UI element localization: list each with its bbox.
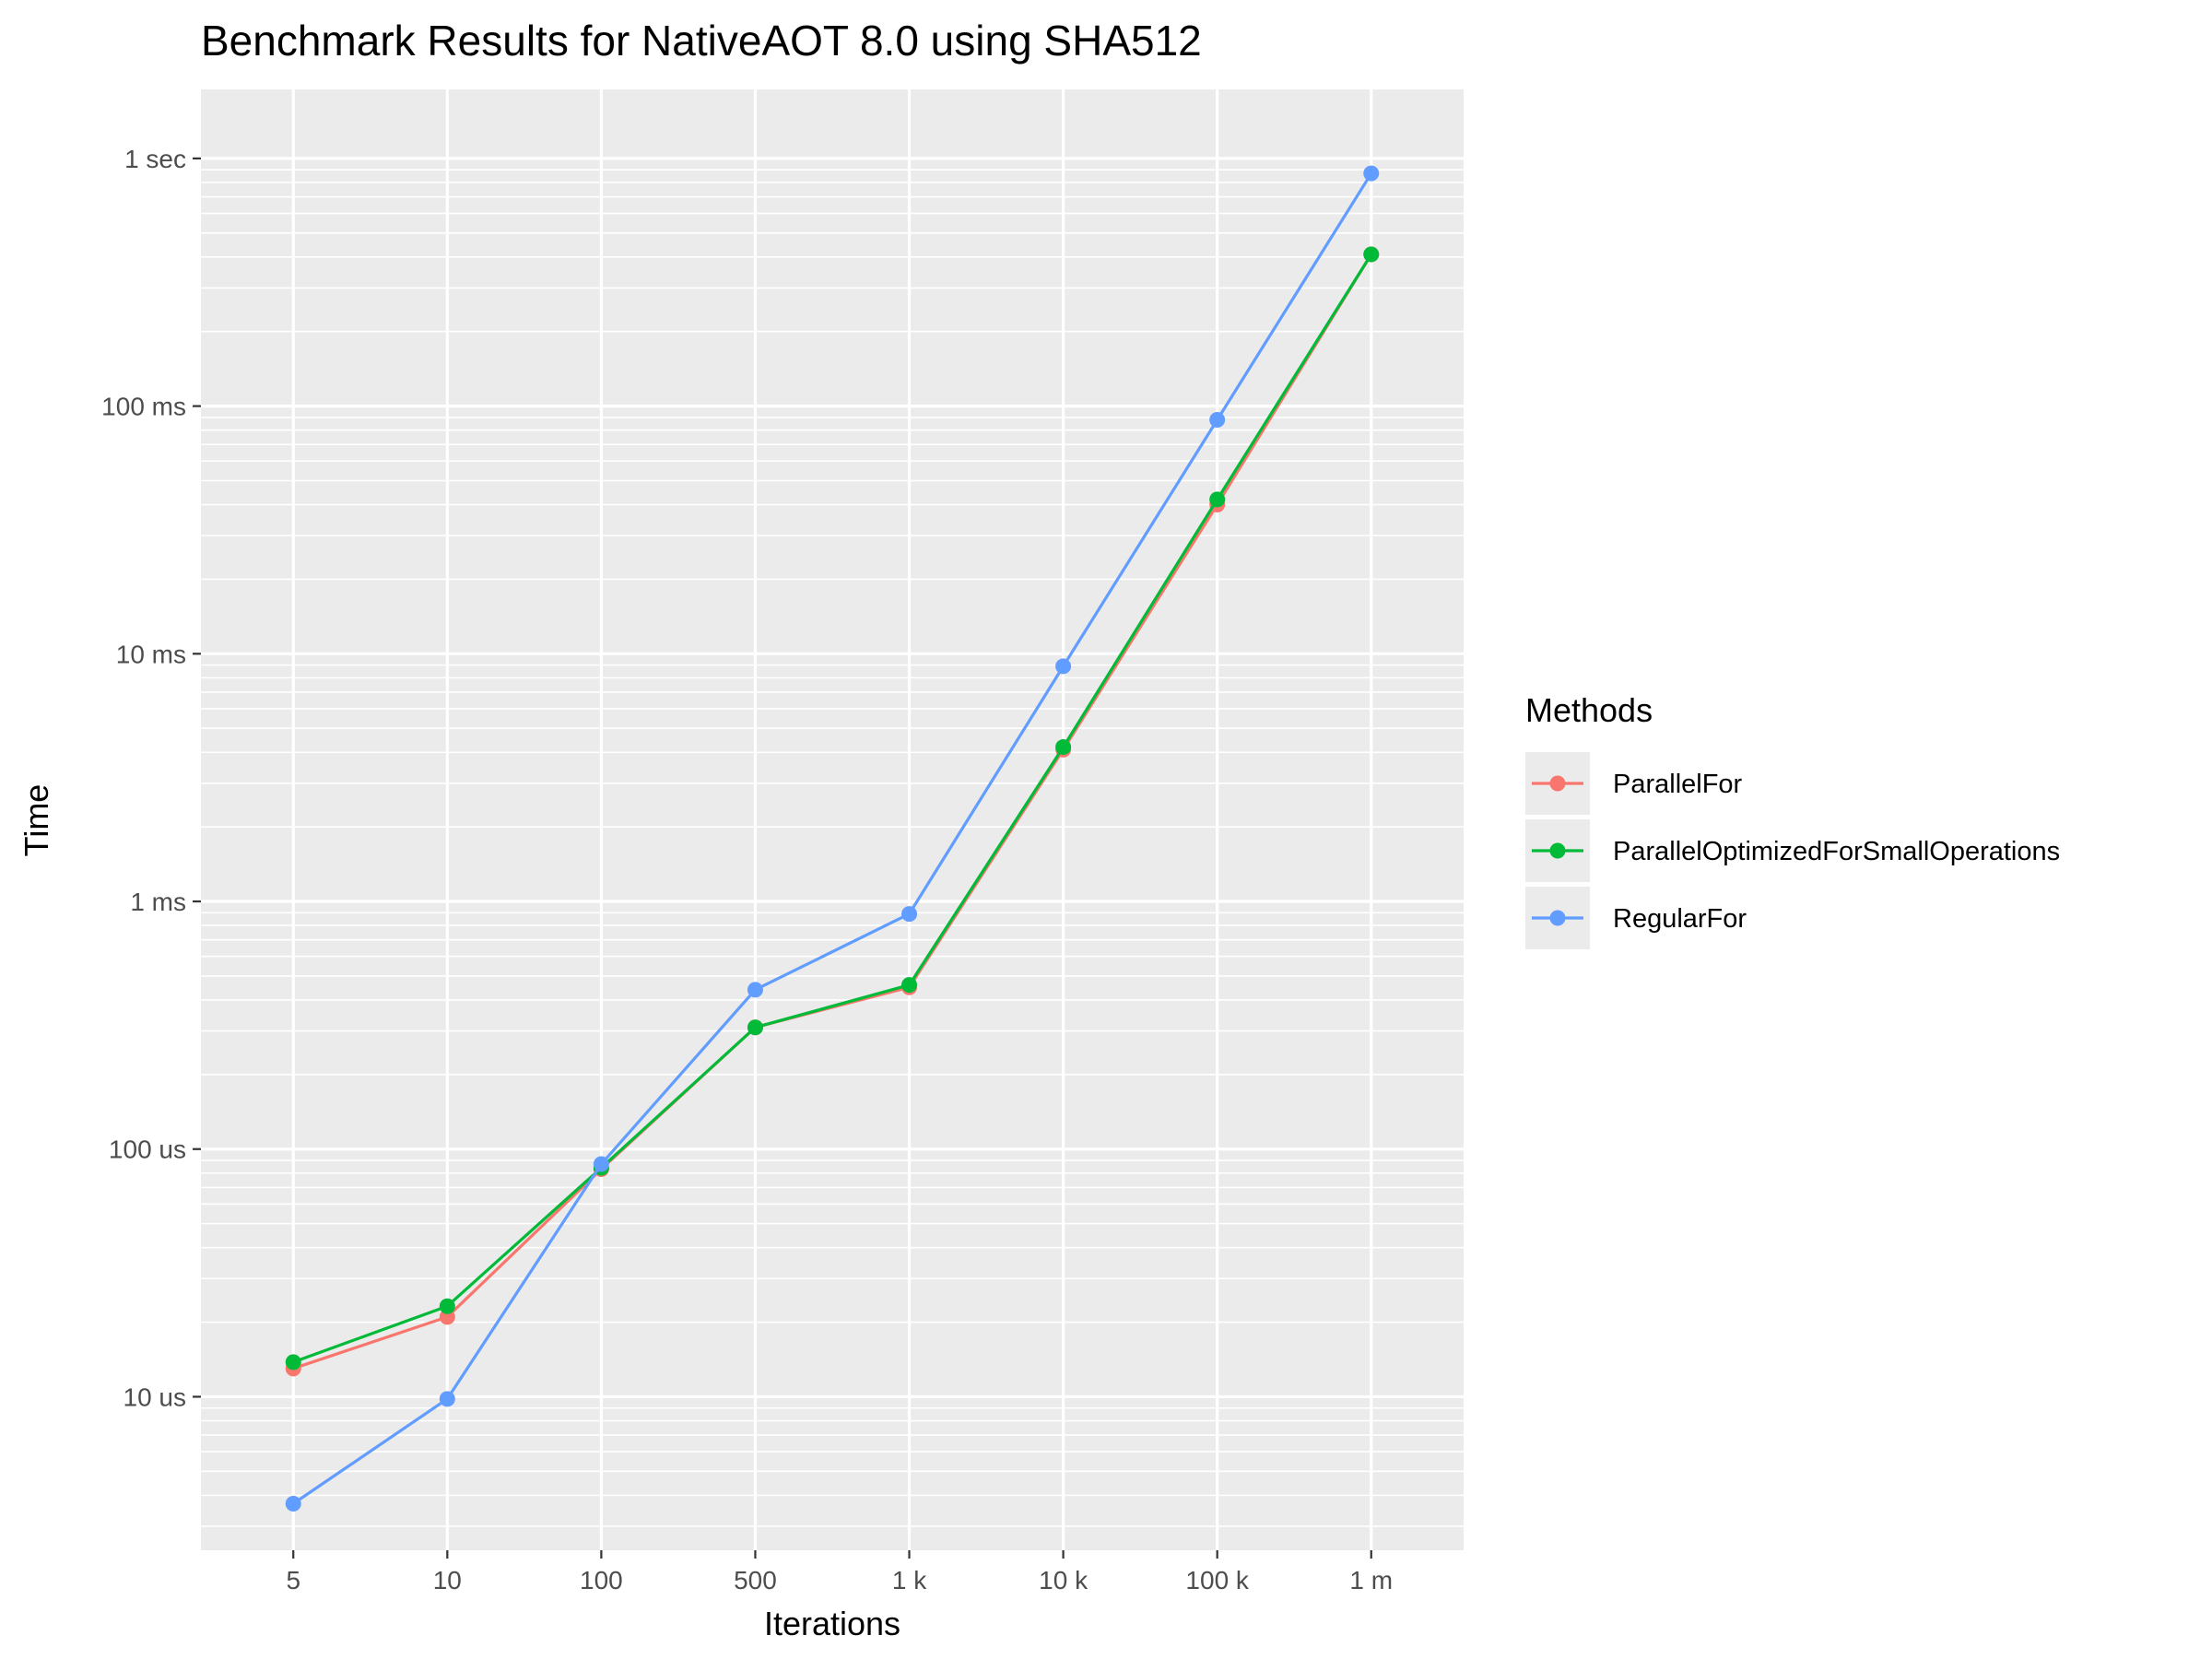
- legend-label-regular-for: RegularFor: [1613, 904, 1747, 934]
- data-point-regular-for: [439, 1391, 455, 1407]
- data-point-parallel-optimized-for-small-operations: [439, 1298, 455, 1314]
- legend-item-regular-for: RegularFor: [1525, 887, 1747, 949]
- x-axis-title: Iterations: [764, 1605, 900, 1642]
- legend-label-parallel-for: ParallelFor: [1613, 770, 1743, 799]
- series-line-parallel-optimized-for-small-operations: [292, 253, 1373, 1364]
- data-point-regular-for: [901, 906, 918, 923]
- data-point-parallel-for: [439, 1309, 455, 1325]
- data-point-regular-for: [747, 982, 763, 998]
- data-point-regular-for: [1209, 412, 1226, 429]
- data-point-parallel-optimized-for-small-operations: [901, 977, 918, 994]
- legend-item-parallel-optimized-for-small-operations: ParallelOptimizedForSmallOperations: [1525, 819, 2060, 882]
- x-tick-label: 10: [433, 1566, 462, 1594]
- series-regular-for: [285, 165, 1380, 1512]
- legend-key-point: [1549, 910, 1566, 926]
- legend-key-point: [1549, 842, 1566, 859]
- data-point-parallel-optimized-for-small-operations: [1209, 491, 1226, 508]
- x-tick-label: 10 k: [1039, 1566, 1088, 1594]
- y-tick-label: 10 ms: [116, 640, 186, 668]
- x-tick-label: 500: [734, 1566, 777, 1594]
- data-point-regular-for: [1055, 658, 1072, 675]
- minor-gridlines: [201, 169, 1464, 1527]
- y-tick-label: 1 sec: [124, 145, 186, 173]
- data-point-parallel-optimized-for-small-operations: [285, 1354, 301, 1371]
- y-tick-label: 100 ms: [101, 393, 186, 421]
- legend-items: ParallelFor ParallelOptimizedForSmallOper…: [1525, 752, 2060, 949]
- series-layer: [285, 165, 1380, 1512]
- x-tick-label: 1 k: [892, 1566, 927, 1594]
- series-parallel-optimized-for-small-operations: [285, 246, 1380, 1371]
- data-point-regular-for: [593, 1156, 609, 1172]
- y-tick-label: 1 ms: [130, 888, 186, 916]
- data-point-regular-for: [1363, 165, 1380, 182]
- y-tick-label: 100 us: [109, 1135, 186, 1164]
- data-point-parallel-optimized-for-small-operations: [747, 1019, 763, 1036]
- major-gridlines: [201, 89, 1464, 1550]
- x-tick-label: 5: [286, 1566, 300, 1594]
- plot-panel: [201, 89, 1464, 1550]
- data-point-parallel-optimized-for-small-operations: [1363, 246, 1380, 263]
- series-line-regular-for: [292, 172, 1373, 1505]
- data-point-parallel-optimized-for-small-operations: [1055, 739, 1072, 756]
- chart-title: Benchmark Results for NativeAOT 8.0 usin…: [201, 17, 1202, 65]
- legend-key-point: [1549, 775, 1566, 792]
- x-tick-label: 100: [580, 1566, 623, 1594]
- x-axis: 5 10 100 500 1 k 10 k 100 k 1 m: [286, 1550, 1393, 1594]
- data-point-regular-for: [285, 1495, 301, 1512]
- legend: Methods ParallelFor ParallelOptimizedForS…: [1525, 691, 2060, 949]
- legend-item-parallel-for: ParallelFor: [1525, 752, 1743, 815]
- x-tick-label: 100 k: [1185, 1566, 1249, 1594]
- y-axis-title: Time: [18, 784, 55, 857]
- y-tick-label: 10 us: [124, 1382, 187, 1411]
- y-axis: 10 us 100 us 1 ms 10 ms 100 ms 1 sec: [101, 145, 201, 1411]
- legend-title: Methods: [1525, 691, 1653, 729]
- legend-label-parallel-optimized-for-small-operations: ParallelOptimizedForSmallOperations: [1613, 837, 2060, 866]
- x-tick-label: 1 m: [1349, 1566, 1393, 1594]
